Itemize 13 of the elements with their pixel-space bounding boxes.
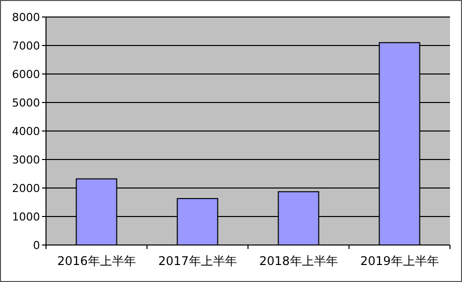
y-tick-label: 5000 [12,96,40,110]
y-tick-label: 0 [33,239,40,252]
y-tick-label: 3000 [12,154,40,166]
y-tick-label: 1000 [12,210,40,224]
x-tick-label: 2017年上半年 [158,254,237,268]
y-tick-label: 6000 [12,68,40,81]
x-tick-label: 2019年上半年 [360,254,439,268]
y-tick-label: 2000 [12,182,40,195]
x-tick-label: 2018年上半年 [259,254,338,268]
y-tick-label: 7000 [12,40,40,52]
y-tick-label: 4000 [12,125,40,138]
y-tick-label: 8000 [12,11,40,24]
x-tick-label: 2016年上半年 [57,254,136,268]
